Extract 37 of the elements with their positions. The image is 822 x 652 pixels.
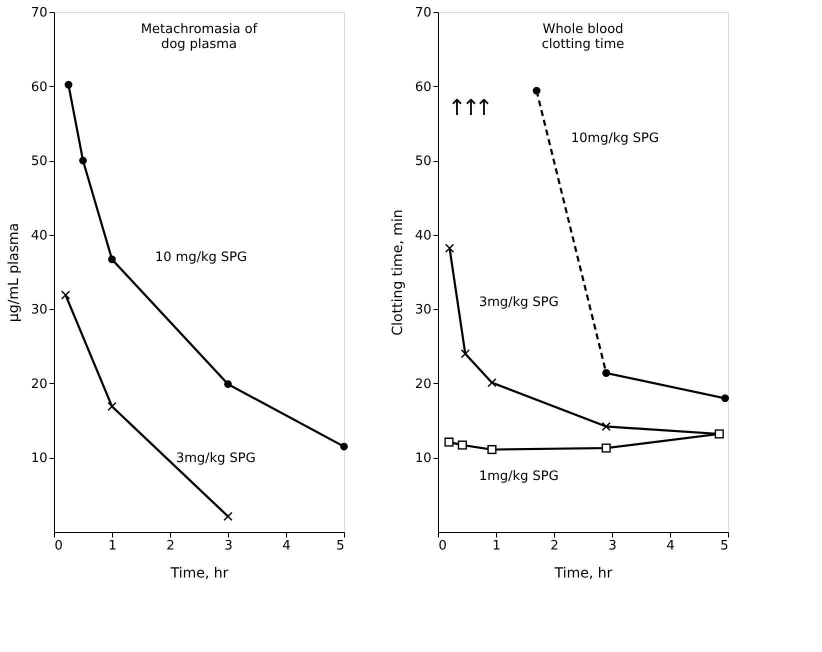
y-axis-title: Clotting time, min [390, 209, 406, 336]
y-tick-label: 50 [414, 154, 432, 170]
y-tick-label: 10 [30, 451, 48, 466]
y-tick-label: 40 [30, 228, 48, 244]
y-tick-label: 70 [414, 6, 432, 20]
annotation: 3mg/kg SPG [176, 451, 256, 466]
text: Whole blood clotting time [542, 22, 624, 52]
annotation: 10 mg/kg SPG [155, 250, 248, 265]
x-tick-label: 5 [336, 538, 344, 554]
x-tick-label: 3 [608, 538, 617, 554]
x-tick-label: 1 [492, 538, 501, 554]
text: Metachromasia of dog plasma [140, 22, 258, 52]
x-tick-label: 4 [282, 538, 291, 554]
x-axis-title: Time, hr [170, 566, 229, 582]
x-tick-label: 0 [54, 538, 63, 554]
y-tick-label: 10 [414, 451, 432, 466]
x-tick-label: 3 [224, 538, 233, 554]
y-tick-label: 20 [414, 376, 432, 392]
x-tick-label: 2 [550, 538, 559, 554]
x-tick-label: 1 [108, 538, 117, 554]
y-tick-label: 60 [30, 80, 48, 95]
annotation: 10mg/kg SPG [571, 131, 659, 146]
annotation: 1mg/kg SPG [479, 469, 559, 484]
y-tick-label: 70 [30, 6, 48, 20]
y-tick-label: 60 [414, 80, 432, 95]
x-tick-label: 4 [666, 538, 675, 554]
y-tick-label: 40 [414, 228, 432, 244]
y-tick-label: 20 [30, 376, 48, 392]
x-tick-label: 0 [438, 538, 447, 554]
y-axis-title: μg/mL plasma [6, 222, 22, 322]
y-tick-label: 50 [30, 154, 48, 170]
y-tick-label: 30 [414, 302, 432, 318]
x-tick-label: 5 [720, 538, 728, 554]
x-tick-label: 2 [166, 538, 175, 554]
annotation: 3mg/kg SPG [479, 295, 559, 310]
y-tick-label: 30 [30, 302, 48, 318]
x-axis-title: Time, hr [554, 566, 613, 582]
